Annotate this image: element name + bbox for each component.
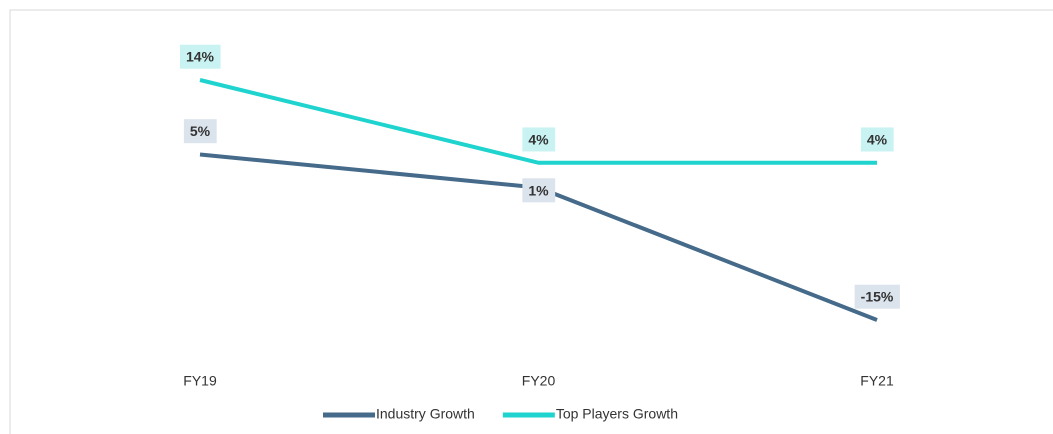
x-tick-label: FY20 <box>522 373 556 389</box>
data-label: 14% <box>186 49 215 65</box>
data-label-bg <box>860 127 894 152</box>
x-tick-label: FY19 <box>183 373 217 389</box>
x-tick-label: FY21 <box>860 373 894 389</box>
data-label: 4% <box>528 131 549 147</box>
data-label: -15% <box>861 289 894 305</box>
data-label: 1% <box>528 182 549 198</box>
data-label: 4% <box>867 131 888 147</box>
data-label-bg <box>522 178 556 203</box>
legend-label: Top Players Growth <box>556 406 678 422</box>
series-line <box>199 78 877 165</box>
legend-label: Industry Growth <box>376 406 475 422</box>
data-label: 5% <box>190 123 211 139</box>
data-label-bg <box>179 44 221 69</box>
chart-frame <box>9 9 1053 434</box>
data-label-bg <box>183 119 217 144</box>
data-label-bg <box>522 127 556 152</box>
data-label-bg <box>854 284 900 309</box>
